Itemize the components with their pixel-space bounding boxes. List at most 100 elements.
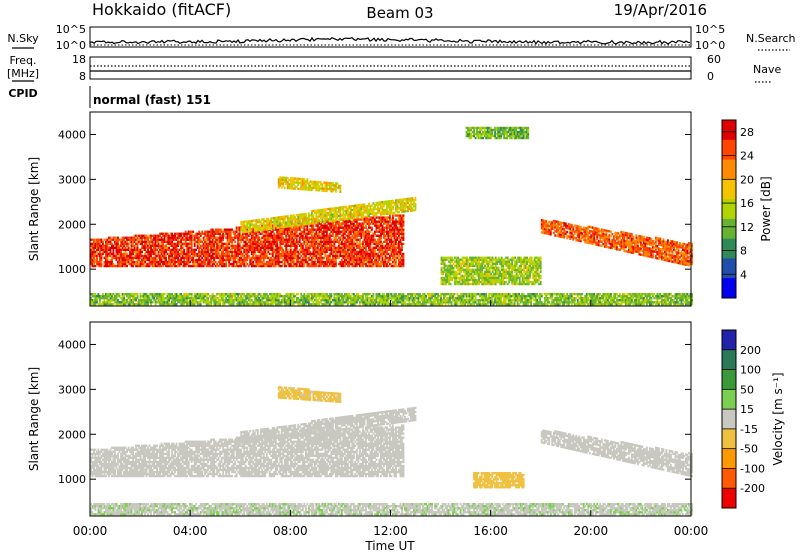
heatmap-cell bbox=[270, 223, 272, 225]
heatmap-cell bbox=[110, 251, 112, 253]
heatmap-cell bbox=[242, 235, 244, 237]
freq-tick-bottom: 8 bbox=[79, 70, 86, 83]
heatmap-cell bbox=[596, 238, 598, 240]
heatmap-cell bbox=[351, 239, 353, 241]
heatmap-cell bbox=[333, 243, 335, 245]
heatmap-cell bbox=[132, 265, 134, 267]
heatmap-cell bbox=[198, 249, 200, 251]
heatmap-cell bbox=[240, 265, 242, 267]
heatmap-cell bbox=[219, 249, 221, 251]
heatmap-cell bbox=[267, 231, 269, 233]
heatmap-cell bbox=[335, 261, 337, 263]
heatmap-cell bbox=[415, 203, 417, 205]
heatmap-cell bbox=[188, 263, 190, 265]
heatmap-cell bbox=[275, 265, 277, 267]
heatmap-cell bbox=[246, 253, 248, 255]
cpid-text: normal (fast) 151 bbox=[93, 93, 211, 107]
heatmap-cell bbox=[287, 261, 289, 263]
heatmap-cell bbox=[342, 239, 344, 241]
heatmap-cell bbox=[125, 251, 127, 253]
heatmap-cell bbox=[102, 241, 104, 243]
heatmap-cell bbox=[672, 252, 674, 254]
heatmap-cell bbox=[383, 229, 385, 231]
heatmap-cell bbox=[370, 257, 372, 259]
heatmap-cell bbox=[200, 259, 202, 261]
heatmap-cell bbox=[365, 227, 367, 229]
heatmap-cell bbox=[287, 177, 289, 179]
heatmap-cell bbox=[373, 216, 375, 218]
heatmap-cell bbox=[200, 247, 202, 249]
heatmap-cell bbox=[113, 253, 115, 255]
heatmap-cell bbox=[335, 263, 337, 265]
heatmap-cell bbox=[290, 247, 292, 249]
heatmap-cell bbox=[388, 243, 390, 245]
heatmap-cell bbox=[303, 178, 305, 180]
heatmap-cell bbox=[611, 233, 613, 235]
heatmap-cell bbox=[323, 233, 325, 235]
heatmap-cell bbox=[380, 235, 382, 237]
heatmap-cell bbox=[171, 255, 173, 257]
heatmap-cell bbox=[407, 210, 409, 212]
heatmap-cell bbox=[276, 243, 278, 245]
heatmap-cell bbox=[116, 255, 118, 257]
heatmap-cell bbox=[339, 253, 341, 255]
heatmap-cell bbox=[376, 229, 378, 231]
heatmap-cell bbox=[353, 217, 355, 219]
heatmap-cell bbox=[251, 259, 253, 261]
heatmap-cell bbox=[364, 215, 366, 217]
heatmap-cell bbox=[273, 227, 275, 229]
heatmap-cell bbox=[200, 235, 202, 237]
heatmap-cell bbox=[101, 257, 103, 259]
heatmap-cell bbox=[388, 261, 390, 263]
heatmap-cell bbox=[392, 216, 394, 218]
heatmap-cell bbox=[138, 259, 140, 261]
heatmap-cell bbox=[182, 245, 184, 247]
heatmap-cell bbox=[285, 237, 287, 239]
heatmap-cell bbox=[131, 255, 133, 257]
heatmap-cell bbox=[356, 265, 358, 267]
heatmap-cell bbox=[198, 257, 200, 259]
heatmap-cell bbox=[213, 259, 215, 261]
heatmap-cell bbox=[315, 255, 317, 257]
heatmap-cell bbox=[388, 253, 390, 255]
heatmap-cell bbox=[170, 263, 172, 265]
heatmap-cell bbox=[171, 241, 173, 243]
noise-tick-top: 10^5 bbox=[56, 23, 86, 36]
heatmap-cell bbox=[302, 245, 304, 247]
heatmap-cell bbox=[388, 265, 390, 267]
heatmap-cell bbox=[125, 263, 127, 265]
heatmap-cell bbox=[191, 243, 193, 245]
heatmap-cell bbox=[397, 257, 399, 259]
heatmap-cell bbox=[222, 261, 224, 263]
heatmap-cell bbox=[678, 250, 680, 252]
heatmap-cell bbox=[180, 235, 182, 237]
heatmap-cell bbox=[150, 255, 152, 257]
heatmap-cell bbox=[155, 247, 157, 249]
heatmap-cell bbox=[403, 265, 405, 267]
heatmap-cell bbox=[332, 235, 334, 237]
heatmap-cell bbox=[395, 249, 397, 251]
heatmap-cell bbox=[391, 259, 393, 261]
heatmap-cell bbox=[382, 243, 384, 245]
heatmap-cell bbox=[297, 259, 299, 261]
heatmap-cell bbox=[272, 253, 274, 255]
heatmap-cell bbox=[260, 239, 262, 241]
heatmap-cell bbox=[240, 249, 242, 251]
heatmap-cell bbox=[403, 255, 405, 257]
heatmap-cell bbox=[394, 212, 396, 214]
heatmap-cell bbox=[371, 227, 373, 229]
heatmap-cell bbox=[201, 231, 203, 233]
heatmap-cell bbox=[374, 249, 376, 251]
heatmap-cell bbox=[371, 259, 373, 261]
heatmap-cell bbox=[266, 253, 268, 255]
heatmap-cell bbox=[234, 259, 236, 261]
heatmap-cell bbox=[332, 223, 334, 225]
heatmap-cell bbox=[95, 265, 97, 267]
heatmap-cell bbox=[608, 238, 610, 240]
heatmap-cell bbox=[248, 265, 250, 267]
heatmap-cell bbox=[281, 265, 283, 267]
heatmap-cell bbox=[296, 247, 298, 249]
heatmap-cell bbox=[291, 237, 293, 239]
heatmap-cell bbox=[317, 225, 319, 227]
heatmap-cell bbox=[111, 243, 113, 245]
